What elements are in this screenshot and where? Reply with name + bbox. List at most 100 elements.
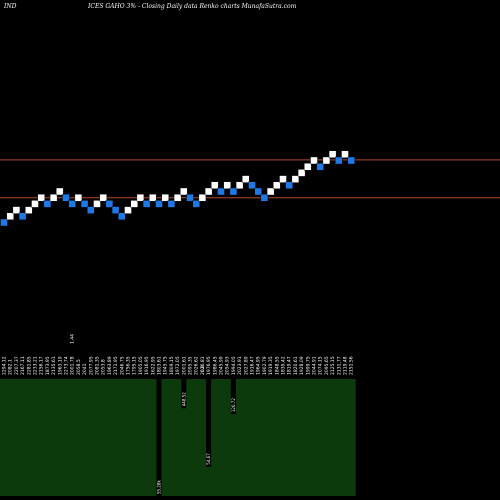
x-tick-label: 2281.85 — [26, 356, 32, 375]
x-tick-label: 1964.95 — [256, 356, 262, 375]
brick-down — [217, 187, 225, 196]
brick-up — [124, 206, 132, 214]
volume-label: 126.72 — [231, 398, 236, 412]
x-tick-label: 2273.74 — [64, 356, 70, 375]
brick-up — [74, 193, 83, 202]
brick-up — [161, 193, 169, 202]
brick-down — [347, 156, 355, 165]
x-tick-label: 2054.93 — [225, 356, 231, 375]
brick-down — [0, 218, 8, 227]
horizontal-lines — [0, 159, 500, 199]
x-tick-label: 1803.61 — [157, 356, 163, 375]
brick-down — [18, 212, 27, 221]
volume-label: 54.67 — [206, 453, 211, 465]
brick-up — [341, 150, 349, 159]
x-tick-label: 1963.19 — [57, 356, 63, 375]
brick-down — [118, 212, 126, 221]
x-tick-label: 1986.45 — [212, 356, 218, 375]
brick-up — [223, 181, 231, 190]
x-tick-label: 1999.75 — [305, 356, 311, 375]
brick-down — [335, 156, 343, 165]
x-tick-label: 2125.15 — [330, 356, 336, 375]
brick-down — [111, 206, 120, 214]
brick-up — [235, 181, 244, 190]
x-tick-label: 1976.95 — [206, 356, 212, 375]
x-tick-label: 2074.15 — [318, 356, 324, 375]
brick-up — [49, 193, 58, 202]
x-tick-label: 2156.17 — [39, 356, 45, 375]
brick-down — [260, 193, 269, 202]
x-tick-label: 1994.05 — [231, 356, 237, 375]
brick-up — [31, 200, 39, 208]
brick-down — [254, 187, 262, 196]
brick-up — [149, 193, 157, 202]
x-tick-label: 1795.15 — [132, 356, 138, 375]
chart-header-left: IND — [4, 3, 17, 10]
x-tick-label: 2023.91 — [237, 356, 243, 375]
brick-up — [242, 175, 250, 183]
x-tick-label: 2058.5 — [76, 359, 82, 375]
x-tick-labels: 2294.12 2082.1 2207.37 2167.11 2281.85 2233.2… — [2, 334, 355, 375]
x-tick-label: 1945.75 — [163, 356, 169, 375]
brick-up — [297, 169, 306, 177]
brick-up — [266, 187, 275, 196]
volume-bar — [181, 379, 187, 409]
x-tick-label: 1972.05 — [175, 356, 181, 375]
x-tick-label: 2171.95 — [113, 356, 119, 375]
x-tick-label: 1820.61 — [293, 356, 299, 375]
x-tick-label: 2135.61 — [51, 356, 57, 375]
brick-down — [229, 187, 238, 196]
brick-up — [198, 193, 207, 202]
x-tick-label: 2044.91 — [312, 356, 318, 375]
volume-bar — [230, 379, 236, 415]
brick-up — [204, 187, 213, 196]
brick-up — [99, 193, 107, 202]
x-tick-label: 2233.21 — [33, 356, 39, 375]
brick-down — [155, 200, 163, 208]
volume-panel — [0, 379, 356, 496]
brick-down — [43, 200, 52, 208]
x-tick-label: 2026.62 — [194, 356, 200, 375]
x-tick-label: 1919.35 — [268, 356, 274, 375]
brick-up — [93, 200, 101, 208]
x-tick-label: 2095.65 — [324, 356, 330, 375]
brick-up — [328, 150, 337, 159]
brick-down — [142, 200, 151, 208]
brick-down — [316, 162, 324, 171]
brick-up — [291, 175, 300, 183]
brick-down — [87, 206, 95, 214]
x-tick-label: 1839.42 — [281, 356, 287, 375]
volume-labels: 55.28k 448.52 0.6 54.67 126.72 — [157, 365, 236, 494]
x-tick-label: 2041 — [82, 363, 88, 375]
x-tick-label: 1848.55 — [274, 356, 280, 375]
brick-down — [105, 200, 114, 208]
brick-up — [180, 187, 188, 196]
brick-up — [322, 156, 331, 165]
volume-label: 55.28k — [157, 480, 162, 494]
brick-down — [192, 200, 200, 208]
x-tick-label: 1809.15 — [169, 356, 175, 375]
brick-up — [310, 156, 318, 165]
x-tick-label: 2001.78 — [70, 356, 76, 375]
volume-bar — [156, 379, 162, 496]
x-tick-label: 2095.35 — [188, 356, 194, 375]
x-tick-label: 1928.09 — [299, 356, 305, 375]
x-tick-label: 2082.1 — [8, 359, 14, 375]
x-tick-label: 1819.47 — [287, 356, 293, 375]
brick-up — [6, 212, 14, 221]
brick-up — [56, 187, 64, 196]
brick-up — [273, 181, 281, 190]
x-tick-label: 2294.12 — [2, 356, 8, 375]
x-tick-label: 2046.75 — [119, 356, 125, 375]
renko-bricks — [0, 150, 355, 227]
brick-down — [285, 181, 293, 190]
brick-up — [130, 200, 138, 208]
x-tick-label: 2053.8 — [101, 359, 107, 375]
x-tick-label: 2167.11 — [20, 356, 26, 375]
brick-up — [304, 162, 312, 171]
volume-bars — [156, 379, 236, 496]
brick-up — [37, 193, 45, 202]
brick-up — [211, 181, 219, 190]
x-tick-label: 1916.95 — [144, 356, 150, 375]
